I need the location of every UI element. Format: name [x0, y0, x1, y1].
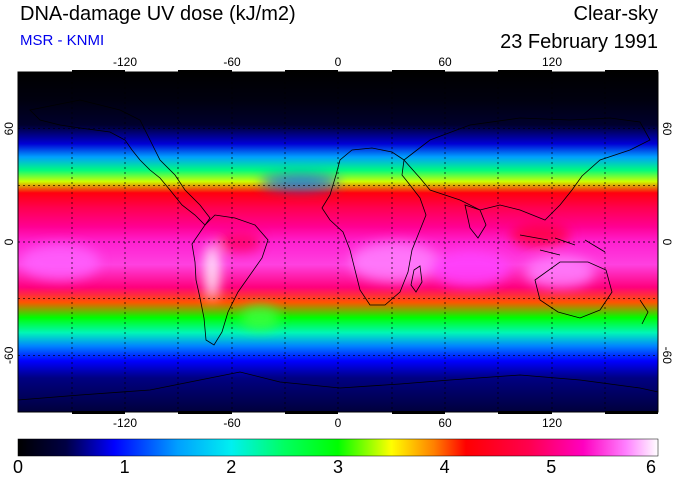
- lon-tick-label: -60: [223, 55, 241, 69]
- india-coast: [464, 204, 487, 239]
- field-anomalies: [20, 174, 595, 330]
- frame-bar-bottom: [178, 411, 232, 414]
- lon-axis-labels-bottom: -120 -60 0 60 120: [113, 416, 562, 430]
- north-america-coast: [29, 99, 211, 226]
- asia-coast: [403, 117, 651, 221]
- new-zealand-coast: [639, 299, 649, 325]
- lat-tick-label: 60: [2, 122, 16, 136]
- lon-tick-label: 120: [542, 55, 562, 69]
- coastlines: [18, 99, 658, 401]
- colorbar-label: 2: [226, 457, 237, 477]
- lon-tick-label: 60: [438, 416, 452, 430]
- frame-bar-top: [72, 70, 125, 73]
- antarctica-coast: [18, 371, 658, 401]
- frame-bar-bottom: [392, 411, 445, 414]
- lon-tick-label: 0: [335, 55, 342, 69]
- south-pacific-green-tongue: [240, 306, 280, 330]
- indian-ocean-high-uv: [430, 250, 510, 286]
- lat-tick-label: 0: [2, 238, 16, 245]
- south-america-coast: [191, 214, 269, 346]
- lon-tick-label: -120: [113, 416, 137, 430]
- frame-bar-bottom: [498, 411, 552, 414]
- lon-tick-label: -60: [223, 416, 241, 430]
- colorbar-label: 5: [546, 457, 557, 477]
- madagascar-coast: [410, 265, 423, 293]
- andes-high-uv: [204, 244, 220, 300]
- frame-bar-bottom: [72, 411, 125, 414]
- lat-tick-label: 0: [660, 239, 674, 246]
- colorbar-label: 3: [332, 457, 343, 477]
- lat-tick-label: 60: [660, 122, 674, 136]
- africa-high-uv: [350, 242, 440, 282]
- map-title: DNA-damage UV dose (kJ/m2): [20, 3, 296, 25]
- lat-tick-label: -60: [2, 346, 16, 364]
- colorbar-label: 6: [645, 457, 656, 477]
- colorbar: [17, 438, 659, 457]
- frame-bar-top: [605, 70, 658, 73]
- colorbar-label: 1: [119, 457, 130, 477]
- lat-tick-label: -60: [660, 347, 674, 365]
- colorbar-label: 0: [12, 457, 23, 477]
- australia-high-uv: [525, 256, 595, 288]
- nw-atlantic-low-uv: [260, 174, 340, 190]
- frame-bar-bottom: [285, 411, 338, 414]
- frame-bar-top: [392, 70, 445, 73]
- date-label: 23 February 1991: [500, 31, 658, 53]
- indonesia-low-uv: [510, 223, 570, 247]
- lat-axis-labels-right: 60 0 -60: [660, 122, 674, 364]
- indonesia-islands: [519, 234, 606, 256]
- frame-bar-bottom: [605, 411, 658, 414]
- frame-bar-top: [498, 70, 552, 73]
- sky-condition-label: Clear-sky: [573, 3, 658, 25]
- lon-tick-label: 60: [438, 55, 452, 69]
- graticule: [18, 72, 658, 412]
- frame-bar-top: [178, 70, 232, 73]
- lon-tick-label: 0: [335, 416, 342, 430]
- lat-axis-labels-left: 60 0 -60: [2, 122, 16, 364]
- pacific-high-uv: [20, 244, 100, 280]
- colorbar-label: 4: [439, 457, 450, 477]
- europe-africa-coast: [321, 147, 427, 306]
- lon-tick-label: 120: [542, 416, 562, 430]
- lon-tick-label: -120: [113, 55, 137, 69]
- lon-axis-labels-top: -120 -60 0 60 120: [113, 55, 562, 69]
- source-label: MSR - KNMI: [20, 32, 105, 49]
- frame-scale-bars: [72, 70, 658, 414]
- frame-bar-top: [285, 70, 338, 73]
- australia-coast: [534, 261, 613, 319]
